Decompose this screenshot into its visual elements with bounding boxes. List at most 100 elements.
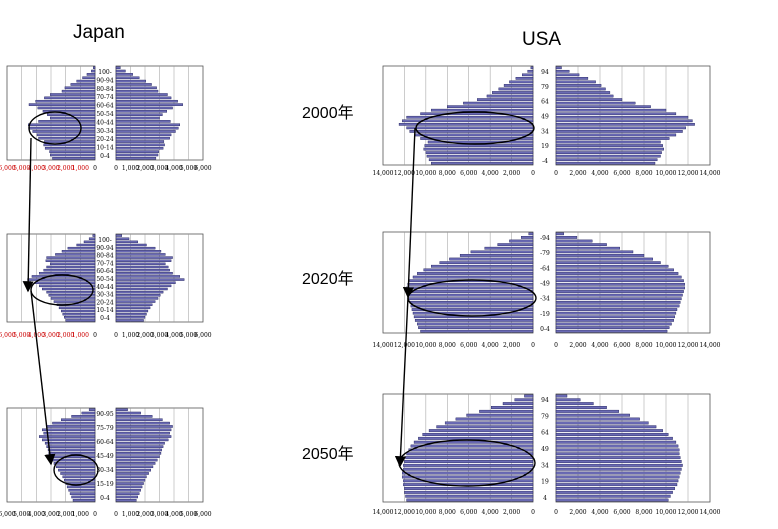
japan-2050-right-bar xyxy=(115,431,170,435)
usa-2000-right-bar xyxy=(555,133,677,137)
japan-2050-right-bar xyxy=(115,475,147,479)
japan-2050-right-bar xyxy=(115,482,144,485)
usa-2020-right-bar xyxy=(555,315,676,319)
japan-2000-left-bar xyxy=(50,93,96,96)
usa-2050-right-bar xyxy=(555,452,680,456)
japan-2050-age-tick-label: 15-19 xyxy=(96,481,113,488)
usa-2000-right-x-tick-label: 14,000 xyxy=(700,170,721,177)
japan-2050-right-bar xyxy=(115,418,163,422)
usa-2000-left-bar xyxy=(431,108,534,112)
usa-2050-right-bar xyxy=(555,475,680,479)
japan-2020-right-bar xyxy=(115,272,173,275)
japan-2000-left-bar xyxy=(44,146,96,150)
usa-2050-right-bar xyxy=(555,460,682,463)
usa-2000-right-bar xyxy=(555,87,606,91)
japan-2000-right-bar xyxy=(115,130,176,133)
japan-2020-right-bar xyxy=(115,268,170,272)
usa-2050-left-x-tick-label: 2,000 xyxy=(503,509,520,516)
japan-2000-ellipse xyxy=(28,111,82,145)
usa-2000-age-tick-label: 49 xyxy=(541,114,549,121)
japan-2020-left-bar xyxy=(48,294,96,297)
japan-2050-right-x-tick-label: 2,000 xyxy=(136,511,153,518)
usa-2000-right-bar xyxy=(555,108,667,112)
japan-2020-left-x-tick-label: 6,000 xyxy=(0,332,16,339)
japan-2000-right-x-tick-label: 3,000 xyxy=(151,165,168,172)
japan-2020-age-tick-label: 0-4 xyxy=(100,315,110,322)
usa-2050-left-bar xyxy=(491,406,534,409)
usa-2020-right-bar xyxy=(555,308,678,311)
usa-2000-right-bar xyxy=(555,80,596,84)
usa-2020-right-bar xyxy=(555,290,684,293)
japan-2000-right-bar xyxy=(115,140,165,143)
usa-2000-right-bar xyxy=(555,73,580,77)
japan-2000-left-bar xyxy=(38,120,96,123)
usa-2020-left-bar xyxy=(521,236,534,239)
japan-2000-left-bar xyxy=(44,96,96,100)
japan-2050-right-bar xyxy=(115,435,172,438)
japan-2020-left-bar xyxy=(61,309,96,313)
usa-2000-left-bar xyxy=(425,151,534,154)
japan-2020-right-bar xyxy=(115,312,147,316)
usa-2000-left-bar xyxy=(527,69,534,73)
japan-2000-right-bar xyxy=(115,66,121,69)
japan-2000-left-x-tick-label: 1,000 xyxy=(72,165,89,172)
usa-2020-right-bar xyxy=(555,232,564,236)
japan-2000-left-x-tick-label: 5,000 xyxy=(13,165,30,172)
usa-2000-left-bar xyxy=(477,98,534,101)
usa-2000-left-bar xyxy=(498,87,534,91)
usa-2000-left-bar xyxy=(431,161,534,165)
japan-2000-left-bar xyxy=(38,136,96,140)
usa-2000-left-bar xyxy=(420,137,534,140)
japan-2000-left-bar xyxy=(50,116,96,120)
usa-2020-right-bar xyxy=(555,250,634,254)
japan-2050-left-bar xyxy=(48,452,96,455)
usa-2050-right-bar xyxy=(555,413,630,417)
japan-2020-age-tick-label: 100- xyxy=(98,237,111,244)
usa-2000-right-bar xyxy=(555,69,570,73)
usa-2020-left-bar xyxy=(409,300,534,304)
japan-2050-left-x-tick-label: 2,000 xyxy=(57,511,74,518)
usa-2050-left-bar xyxy=(418,436,534,440)
japan-2050-right-bar xyxy=(115,408,128,411)
japan-2000-right-bar xyxy=(115,136,170,140)
japan-2020-age-tick-label: 50-54 xyxy=(96,276,113,283)
usa-2000-left-bar xyxy=(406,126,534,130)
usa-2050-right-bar xyxy=(555,498,669,502)
japan-2050-right-x-tick-label: 4,000 xyxy=(165,511,182,518)
usa-2020-left-x-tick-label: 0 xyxy=(531,342,535,349)
usa-2020-right-bar xyxy=(555,286,685,290)
usa-2020-right-bar xyxy=(555,326,670,329)
usa-2020-right-x-tick-label: 4,000 xyxy=(591,342,608,349)
japan-2020-left-bar xyxy=(62,312,96,316)
japan-2000-right-bar xyxy=(115,79,146,83)
japan-2050-age-tick-label: 45-49 xyxy=(96,453,113,460)
japan-2050-left-bar xyxy=(68,488,96,492)
japan-2000-left-x-tick-label: 0 xyxy=(93,165,97,172)
usa-2020-right-bar xyxy=(555,293,683,297)
japan-2000-age-tick-label: 30-34 xyxy=(96,128,113,135)
japan-2000-age-tick-label: 40-44 xyxy=(96,119,113,126)
japan-2000-right-bar xyxy=(115,86,157,90)
japan-2020-left-x-tick-label: 5,000 xyxy=(13,332,30,339)
usa-2000-right-bar xyxy=(555,94,614,98)
usa-2050-age-tick-label: 19 xyxy=(541,479,549,486)
japan-2020-right-x-tick-label: 2,000 xyxy=(136,332,153,339)
usa-2000-right-x-tick-label: 8,000 xyxy=(635,170,652,177)
usa-2020-right-bar xyxy=(555,304,680,308)
usa-2020-left-bar xyxy=(417,322,534,326)
japan-2020-right-bar xyxy=(115,259,172,262)
japan-2020-left-bar xyxy=(88,237,96,240)
japan-2020-left-bar xyxy=(50,262,96,266)
usa-2000-right-x-tick-label: 4,000 xyxy=(591,170,608,177)
japan-2000-age-tick-label: 70-74 xyxy=(96,94,113,101)
japan-2020-right-bar xyxy=(115,246,156,250)
japan-2020-left-x-tick-label: 2,000 xyxy=(57,332,74,339)
japan-2050-right-bar xyxy=(115,488,141,492)
usa-2050-left-bar xyxy=(410,444,534,448)
usa-2000-age-tick-label: -4 xyxy=(542,158,548,165)
japan-2050-right-bar xyxy=(115,485,143,489)
usa-2020-right-bar xyxy=(555,254,645,257)
japan-2020-right-bar xyxy=(115,287,168,291)
usa-2050-left-bar xyxy=(479,409,534,413)
japan-2050-right-x-tick-label: 6,000 xyxy=(194,511,211,518)
